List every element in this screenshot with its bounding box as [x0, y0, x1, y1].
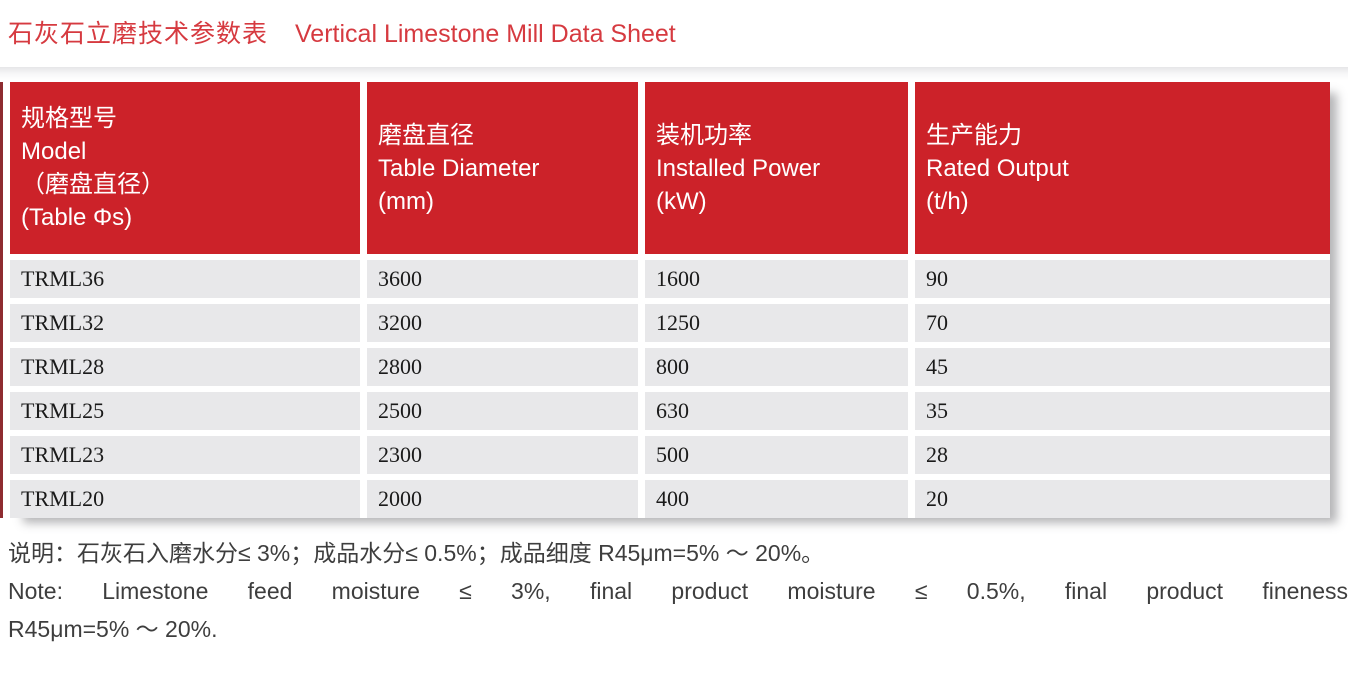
page-title-english: Vertical Limestone Mill Data Sheet [295, 20, 676, 48]
column-header-model: 规格型号 Model （磨盘直径） (Table Φs) [10, 82, 360, 254]
header-line: (kW) [656, 187, 707, 215]
cell-table-diameter: 3600 [367, 260, 638, 298]
column-header-table-diameter: 磨盘直径 Table Diameter (mm) [367, 82, 638, 254]
cell-rated-output: 28 [915, 436, 1330, 474]
header-line: （磨盘直径） [21, 171, 165, 198]
cell-rated-output: 35 [915, 392, 1330, 430]
header-line: (Table Φs) [21, 204, 133, 231]
cell-table-diameter: 3200 [367, 304, 638, 342]
cell-installed-power: 1600 [645, 260, 908, 298]
header-line: 规格型号 [21, 105, 117, 132]
header-line: Installed Power [656, 154, 821, 182]
cell-rated-output: 45 [915, 348, 1330, 386]
page-title: 石灰石立磨技术参数表 Vertical Limestone Mill Data S… [8, 14, 676, 50]
cell-installed-power: 500 [645, 436, 908, 474]
header-line: Rated Output [926, 154, 1069, 182]
column-header-installed-power: 装机功率 Installed Power (kW) [645, 82, 908, 254]
note-chinese: 说明：石灰石入磨水分≤ 3%；成品水分≤ 0.5%；成品细度 R45μm=5% … [8, 540, 825, 566]
cell-model: TRML36 [10, 260, 360, 298]
top-shadow-band [0, 67, 1348, 81]
table-left-edge-line [0, 82, 3, 518]
cell-table-diameter: 2800 [367, 348, 638, 386]
cell-table-diameter: 2000 [367, 480, 638, 518]
page-title-chinese: 石灰石立磨技术参数表 [8, 20, 269, 48]
cell-installed-power: 1250 [645, 304, 908, 342]
footnotes: 说明：石灰石入磨水分≤ 3%；成品水分≤ 0.5%；成品细度 R45μm=5% … [8, 534, 1348, 648]
cell-model: TRML20 [10, 480, 360, 518]
cell-rated-output: 90 [915, 260, 1330, 298]
data-sheet-table: 规格型号 Model （磨盘直径） (Table Φs) 磨盘直径 Table … [10, 82, 1330, 518]
header-line: (mm) [378, 187, 434, 215]
note-english-line2: R45μm=5% ～ 20%. [8, 616, 218, 642]
cell-installed-power: 630 [645, 392, 908, 430]
header-line: Table Diameter [378, 154, 540, 182]
cell-model: TRML25 [10, 392, 360, 430]
cell-installed-power: 800 [645, 348, 908, 386]
header-line: (t/h) [926, 187, 969, 215]
cell-rated-output: 20 [915, 480, 1330, 518]
column-header-rated-output: 生产能力 Rated Output (t/h) [915, 82, 1330, 254]
cell-model: TRML32 [10, 304, 360, 342]
header-line: Model [21, 138, 87, 165]
cell-table-diameter: 2300 [367, 436, 638, 474]
cell-rated-output: 70 [915, 304, 1330, 342]
cell-installed-power: 400 [645, 480, 908, 518]
cell-table-diameter: 2500 [367, 392, 638, 430]
header-line: 装机功率 [656, 121, 752, 149]
note-english-line1: Note: Limestone feed moisture ≤ 3%, fina… [8, 578, 1348, 604]
header-line: 磨盘直径 [378, 121, 474, 149]
cell-model: TRML28 [10, 348, 360, 386]
cell-model: TRML23 [10, 436, 360, 474]
header-line: 生产能力 [926, 121, 1022, 149]
